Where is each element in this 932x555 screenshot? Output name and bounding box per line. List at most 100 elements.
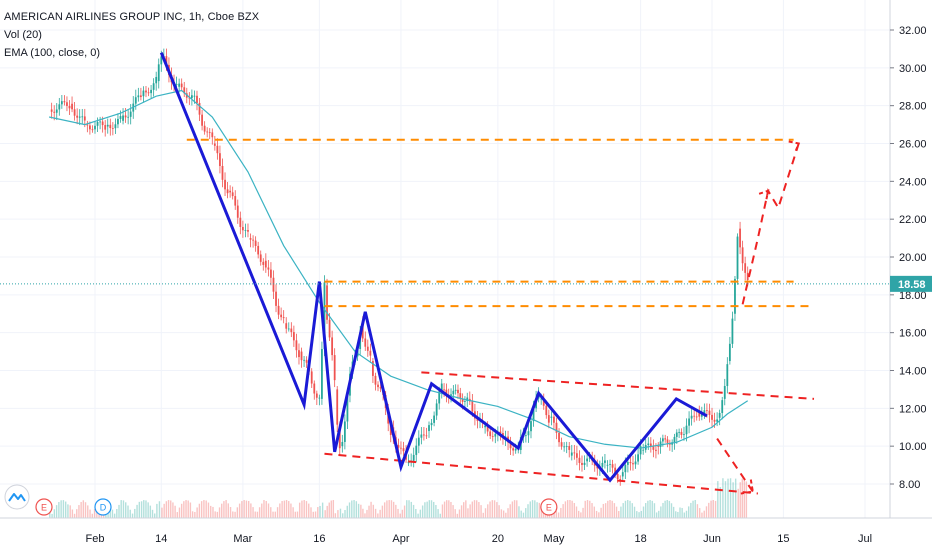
candle-body: [190, 95, 193, 98]
volume-bar: [294, 511, 297, 518]
volume-bar: [446, 500, 448, 518]
candle-body: [415, 445, 418, 455]
volume-bar: [386, 500, 388, 518]
volume-bar: [178, 507, 181, 518]
volume-bar: [531, 500, 534, 518]
volume-bar: [60, 500, 62, 518]
candle-body: [514, 448, 517, 451]
candle-body: [423, 434, 425, 436]
study-ema[interactable]: EMA (100, close, 0): [4, 47, 100, 59]
volume-bar: [62, 500, 65, 518]
volume-bar: [660, 506, 662, 518]
volume-bar: [207, 502, 210, 518]
candle-body: [213, 143, 216, 146]
candle-body: [267, 267, 270, 270]
candle-body: [310, 371, 313, 384]
candle-body: [224, 179, 226, 190]
candle-body: [91, 129, 94, 131]
volume-bar: [272, 511, 274, 518]
candle-body: [711, 414, 713, 420]
candle-body: [157, 64, 160, 82]
candle-body: [53, 111, 56, 113]
volume-bar: [362, 508, 364, 518]
volume-bar: [158, 501, 161, 518]
candle-body: [198, 102, 201, 115]
volume-bar: [575, 506, 578, 518]
candle-body: [206, 131, 209, 133]
volume-bar: [560, 507, 562, 518]
candle-body: [685, 425, 688, 435]
candle-body: [247, 230, 249, 232]
earnings-event-icon[interactable]: E: [35, 498, 53, 516]
volume-bar: [76, 509, 78, 518]
candle-body: [563, 446, 566, 448]
candle-body: [435, 403, 438, 416]
volume-bar: [392, 501, 395, 518]
volume-bar: [147, 502, 149, 518]
y-tick-label: 16.00: [899, 328, 927, 340]
candle-body: [417, 437, 420, 446]
volume-bar: [292, 507, 294, 518]
volume-bar: [366, 509, 368, 518]
volume-bar: [151, 509, 154, 518]
volume-bar: [205, 500, 207, 518]
volume-bar: [232, 511, 234, 518]
volume-bar: [642, 506, 645, 518]
volume-bar: [136, 504, 138, 518]
candle-body: [491, 436, 494, 437]
candle-body: [400, 447, 402, 449]
volume-bar: [441, 504, 444, 518]
candle-body: [606, 464, 609, 466]
x-tick-label: Mar: [233, 533, 252, 545]
volume-bar: [729, 478, 732, 518]
earnings-event-icon[interactable]: E: [540, 498, 558, 516]
volume-bar: [600, 507, 602, 518]
candle-body: [129, 111, 132, 117]
last-price-label: 18.58: [898, 279, 926, 291]
volume-bar: [238, 503, 241, 518]
volume-bar: [403, 505, 406, 518]
candle-body: [575, 453, 578, 458]
candle-body: [211, 132, 214, 138]
volume-bar: [705, 506, 708, 518]
candle-body: [700, 413, 703, 417]
volume-bar: [67, 504, 69, 518]
volume-bar: [122, 500, 125, 518]
volume-bar: [719, 487, 722, 518]
volume-bar: [118, 504, 120, 518]
volume-bar: [739, 482, 741, 518]
candle-body: [58, 104, 61, 110]
volume-bar: [463, 502, 465, 518]
candle-body: [321, 348, 323, 399]
volume-bar: [724, 481, 727, 518]
volume-bar: [640, 510, 643, 518]
candle-body: [226, 189, 229, 194]
candle-body: [744, 263, 747, 273]
candle-body: [647, 443, 650, 446]
candle-body: [270, 269, 272, 278]
volume-bar: [672, 506, 675, 518]
candle-body: [333, 355, 336, 381]
last-price-badge: [890, 275, 932, 292]
candle-body: [338, 424, 341, 449]
symbol-title[interactable]: AMERICAN AIRLINES GROUP INC, 1h, Cboe BZ…: [4, 11, 260, 23]
candle-body: [63, 101, 66, 103]
volume-bar: [243, 500, 245, 518]
volume-bar: [624, 500, 627, 518]
volume-bar: [450, 501, 452, 518]
x-tick-label: Jul: [858, 533, 872, 545]
volume-bar: [611, 500, 613, 518]
volume-bar: [717, 481, 719, 518]
candle-body: [369, 350, 372, 356]
volume-bar: [604, 503, 607, 518]
candle-body: [440, 383, 443, 392]
study-volume[interactable]: Vol (20): [4, 29, 42, 41]
candle-body: [81, 116, 84, 118]
candle-body: [66, 102, 68, 106]
dividend-event-icon[interactable]: D: [94, 498, 112, 516]
candle-body: [558, 432, 560, 443]
volume-bar: [666, 500, 668, 518]
volume-bar: [569, 500, 571, 518]
